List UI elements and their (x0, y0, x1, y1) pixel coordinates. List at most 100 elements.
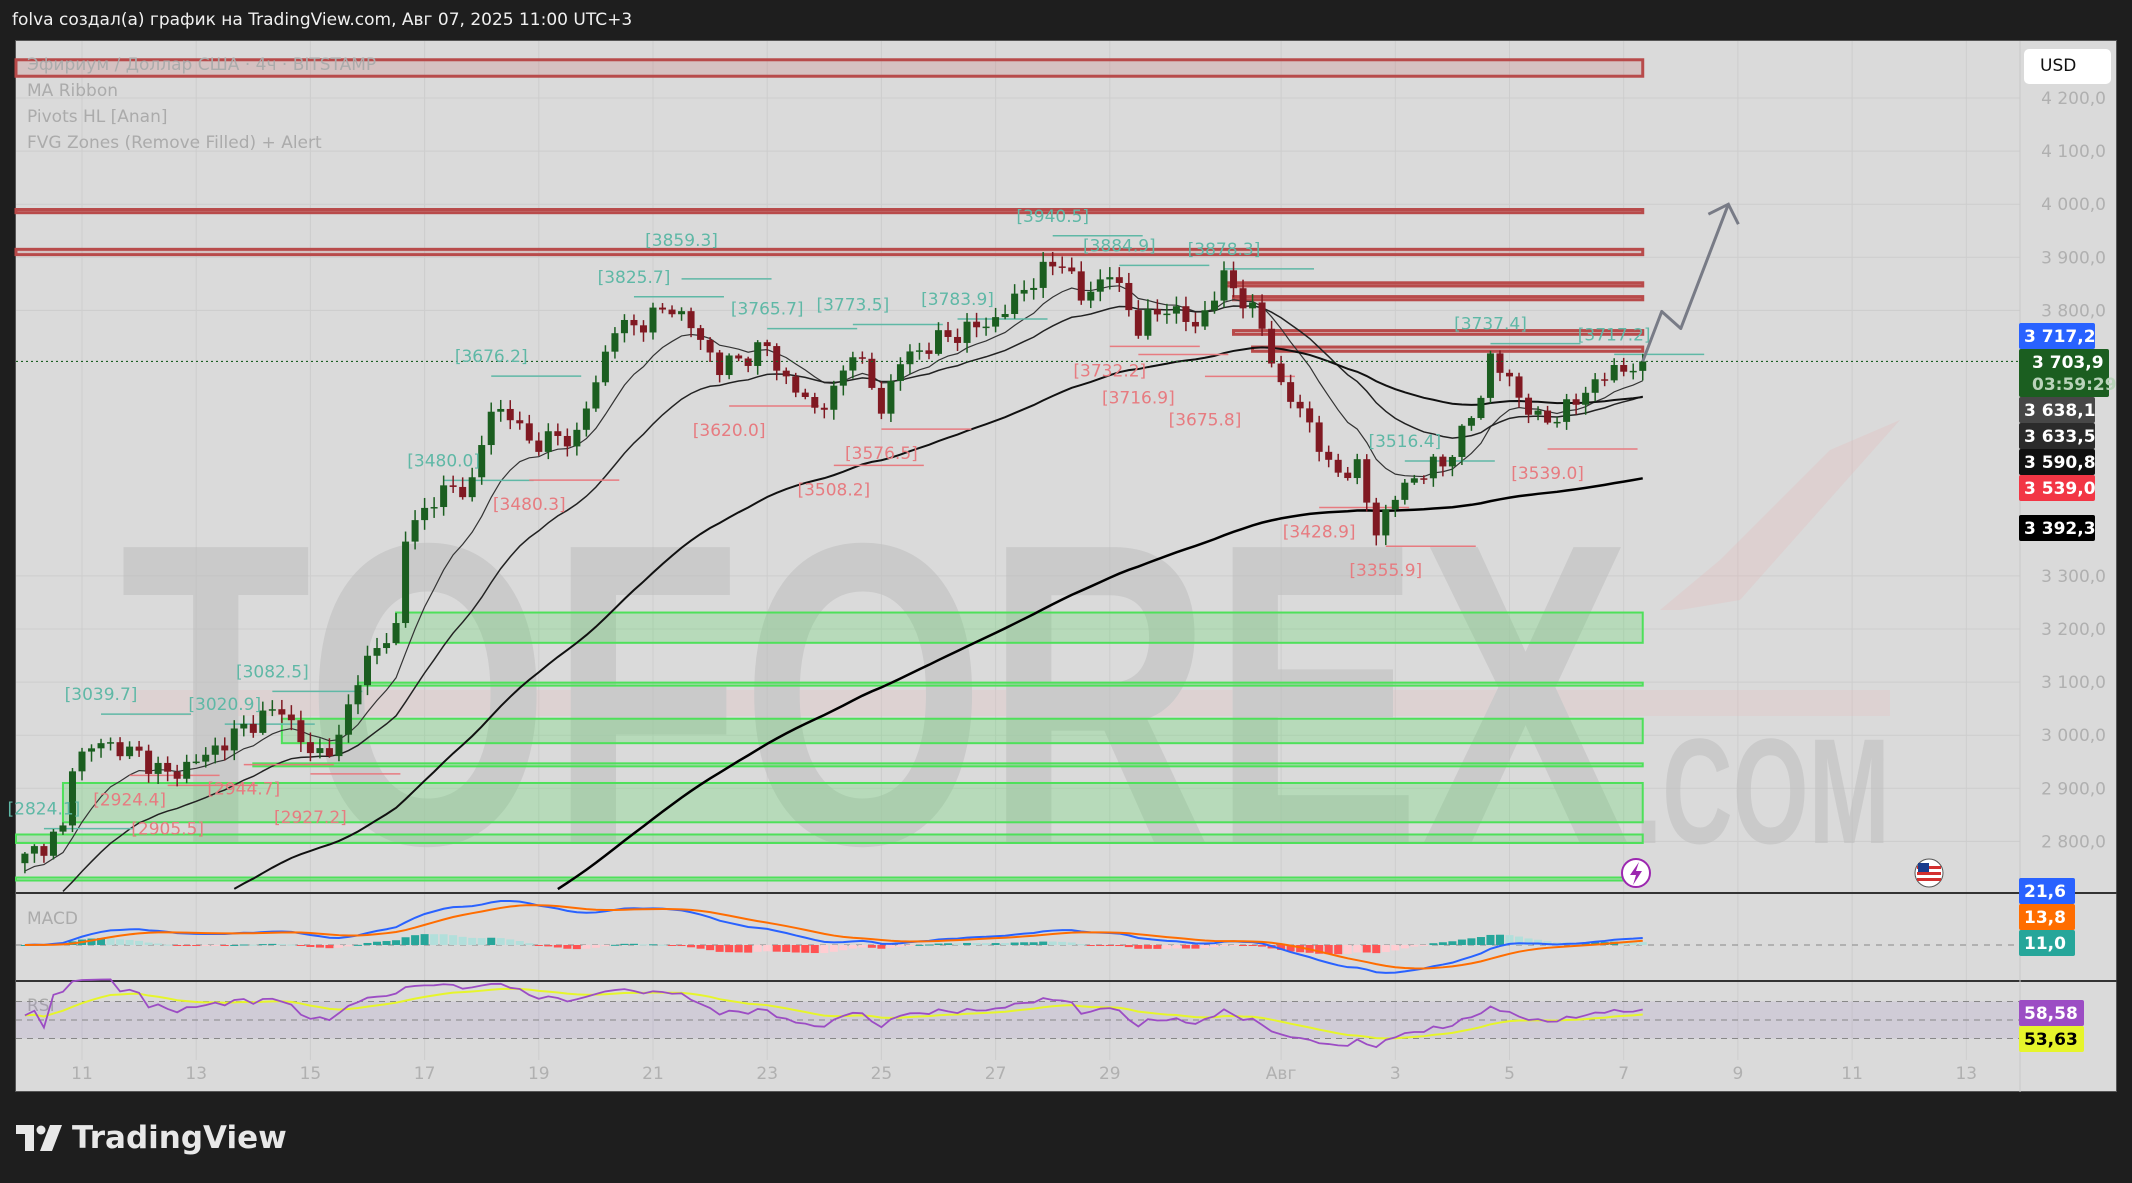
price-tick-label: 3 100,0 (2041, 673, 2106, 693)
candle (78, 747, 86, 781)
candle (915, 342, 923, 360)
footer-brand: TradingView (72, 1120, 287, 1156)
macd-histogram-bar (287, 944, 296, 946)
candle (620, 314, 628, 343)
candle-body (230, 728, 238, 751)
candle-body (354, 685, 362, 705)
candle (601, 345, 609, 386)
candle-body (1391, 499, 1399, 510)
macd-histogram-bar (601, 945, 610, 947)
candle (154, 756, 162, 784)
candle-body (211, 745, 219, 755)
pivot-label: [2944.7] (207, 780, 280, 800)
signal-line (24, 904, 1643, 970)
candle (944, 321, 952, 343)
time-tick-label: 13 (185, 1064, 207, 1084)
price-tag: 3 717,2 (2019, 323, 2096, 349)
candle-body (773, 346, 781, 371)
candle-body (49, 831, 57, 856)
candle-body (68, 771, 76, 826)
candle-body (1591, 379, 1599, 393)
currency-button[interactable]: USD (2024, 49, 2111, 84)
candle-body (801, 392, 809, 397)
macd-histogram-bar (515, 941, 524, 945)
legend-symbol[interactable]: Эфириум / Доллар США · 4ч · BITSTAMP (27, 55, 376, 75)
candle-body (811, 396, 819, 408)
candle-body (525, 423, 533, 441)
candle (1410, 474, 1418, 485)
legend-pivots[interactable]: Pivots HL [Anan] (27, 107, 168, 127)
macd-histogram-bar (1457, 939, 1466, 945)
macd-histogram-bar (1143, 945, 1152, 949)
macd-histogram-bar (496, 938, 505, 945)
macd-histogram-bar (144, 942, 153, 945)
macd-histogram-bar (1619, 941, 1628, 945)
candle (839, 365, 847, 396)
macd-histogram-bar (296, 945, 305, 946)
candle (135, 740, 143, 757)
price-tick-label: 4 100,0 (2041, 142, 2106, 162)
candle-body (344, 704, 352, 735)
candle-body (1429, 456, 1437, 479)
pivot-label: [3940.5] (1016, 207, 1089, 227)
candle (1506, 369, 1513, 387)
candle (1477, 395, 1485, 420)
candle (278, 699, 286, 723)
pivot-label: [3676.2] (455, 347, 528, 367)
candle (1172, 296, 1180, 324)
candle (497, 399, 505, 422)
macd-histogram-bar (211, 945, 220, 946)
macd-histogram-bar (239, 944, 248, 946)
macd-histogram-bar (1191, 945, 1200, 949)
macd-histogram-bar (182, 945, 191, 946)
candle-body (535, 440, 543, 452)
candle (906, 344, 914, 375)
candle-body (173, 771, 181, 779)
candle (1629, 363, 1637, 380)
bullish-fvg-zone (61, 781, 1644, 824)
candle (1620, 357, 1628, 377)
legend-fvg[interactable]: FVG Zones (Remove Filled) + Alert (27, 133, 322, 153)
candle-body (1486, 353, 1494, 398)
us-flag-icon[interactable] (1914, 858, 1944, 888)
watermark: TOFOREX .COM (120, 420, 1900, 935)
legend: Эфириум / Доллар США · 4ч · BITSTAMP MA … (27, 55, 376, 1016)
candle-body (1153, 309, 1161, 315)
candle (1049, 251, 1057, 276)
candle-body (1382, 509, 1390, 536)
legend-ma-ribbon[interactable]: MA Ribbon (27, 81, 118, 101)
candle (554, 423, 562, 446)
macd-histogram-bar (1105, 945, 1114, 946)
chart-title: folva создал(а) график на TradingView.co… (12, 10, 633, 30)
macd-histogram-bar (982, 943, 991, 945)
candle (716, 350, 724, 383)
price-tick-label: 3 000,0 (2041, 726, 2106, 746)
macd-histogram-bar (1115, 945, 1124, 946)
lightning-icon[interactable] (1621, 858, 1651, 888)
macd-histogram-bar (725, 945, 734, 953)
candle-body (268, 709, 276, 711)
candle-body (1610, 364, 1618, 381)
pivot-label: [3825.7] (598, 268, 671, 288)
candle-body (1325, 451, 1333, 460)
pivot-label: [3539.0] (1511, 464, 1584, 484)
macd-histogram-bar (1229, 945, 1238, 946)
candle (373, 637, 381, 665)
macd-histogram-bar (1162, 945, 1171, 949)
candle-body (1172, 306, 1180, 314)
macd-histogram-bar (430, 934, 439, 945)
tradingview-logo[interactable]: TradingView (16, 1120, 287, 1156)
macd-histogram-bar (1362, 945, 1371, 953)
macd-histogram-bar (620, 943, 629, 945)
bullish-fvg-zone (15, 833, 1644, 844)
rsi-tag-bg (2019, 1000, 2084, 1026)
candle (468, 467, 476, 502)
candle-body (1249, 302, 1257, 309)
chart-frame[interactable] (15, 40, 2117, 1092)
legend-macd[interactable]: MACD (27, 909, 78, 929)
candle-body (649, 307, 657, 333)
candle-body (630, 319, 638, 326)
candle (1077, 261, 1085, 305)
candle (411, 510, 419, 550)
